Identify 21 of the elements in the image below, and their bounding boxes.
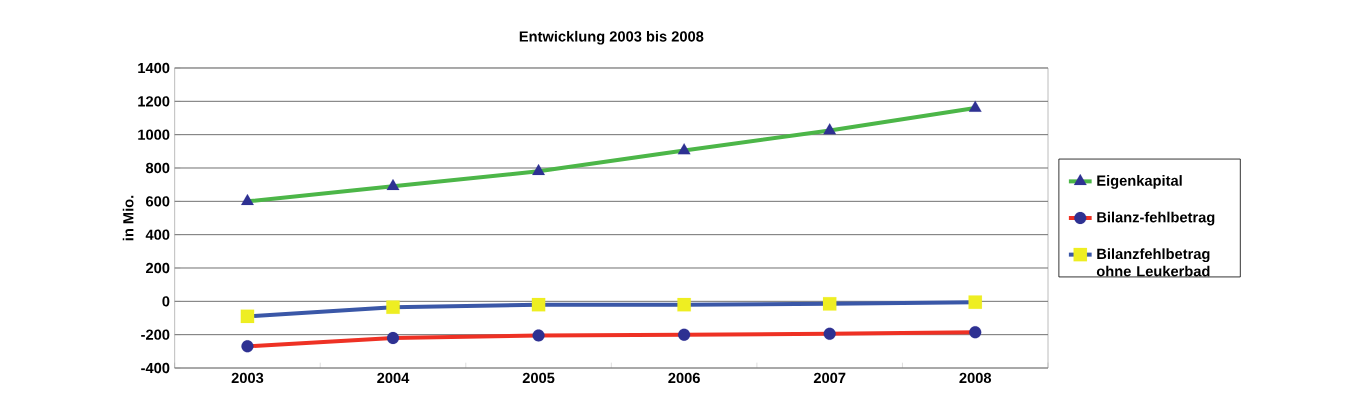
x-tick-label: 2003	[231, 372, 264, 384]
legend-label: Bilanzfehlbetrag ohne Leukerbad	[1096, 248, 1210, 277]
y-tick-label: -200	[141, 329, 170, 340]
y-tick-label: 200	[145, 262, 170, 274]
x-tick-label: 2005	[522, 372, 555, 384]
y-tick-label: -400	[141, 362, 170, 374]
x-tick-label: 2004	[377, 372, 410, 384]
x-tick-label: 2006	[668, 372, 700, 384]
y-tick-label: 600	[146, 196, 170, 207]
legend-label: Bilanz-fehlbetrag	[1097, 211, 1215, 226]
y-tick-label: 1000	[138, 129, 170, 140]
y-tick-label: 1200	[138, 96, 170, 107]
y-tick-label: 400	[145, 229, 170, 240]
chart-title: Entwicklung 2003 bis 2008	[519, 30, 704, 45]
y-tick-label: 1400	[138, 62, 170, 74]
y-tick-label: 800	[145, 162, 170, 174]
x-tick-label: 2007	[813, 372, 846, 384]
legend-label: Eigenkapital	[1097, 175, 1182, 189]
y-axis-title: in Mio.	[122, 195, 134, 241]
y-tick-label: 0	[162, 296, 170, 307]
x-tick-label: 2008	[959, 372, 992, 384]
